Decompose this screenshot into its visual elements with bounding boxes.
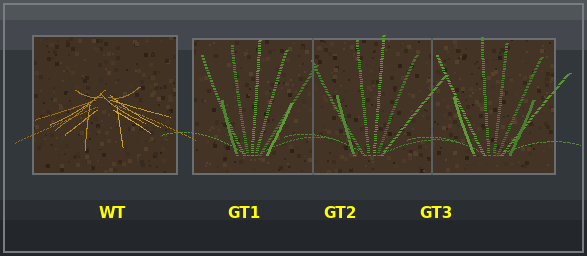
Text: GT2: GT2 bbox=[324, 206, 357, 221]
Text: GT1: GT1 bbox=[227, 206, 260, 221]
Text: GT3: GT3 bbox=[419, 206, 452, 221]
Text: WT: WT bbox=[99, 206, 126, 221]
